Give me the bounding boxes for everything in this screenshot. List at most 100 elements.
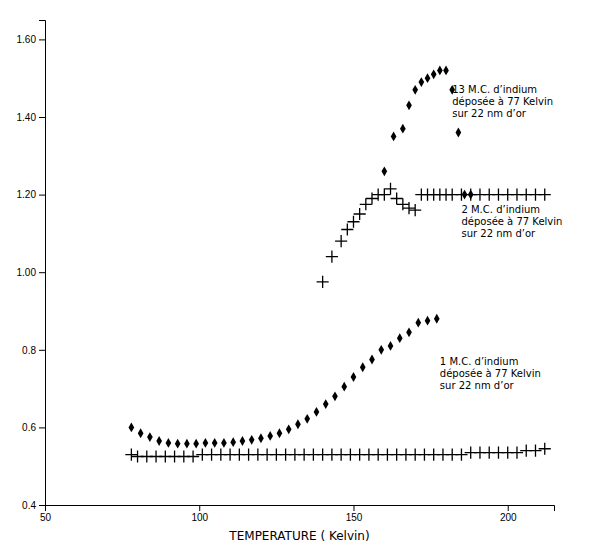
tick-label: 0.8 [22, 345, 36, 356]
point [326, 251, 338, 263]
point [437, 66, 443, 76]
annotations: 13 M.C. d’indiumdéposée à 77 Kelvinsur 2… [440, 84, 563, 391]
point [304, 414, 310, 424]
point [203, 438, 209, 448]
tick-mark [39, 272, 45, 273]
tick: 1.00 [17, 267, 45, 278]
plot: 50 100 150 200 0.4 0.6 0.8 1.00 1.20 1.40 1.60 13 M… [17, 21, 563, 524]
point [539, 443, 551, 455]
tick-mark [39, 427, 45, 428]
y-axis: 0.4 0.6 0.8 1.00 1.20 1.40 1.60 [17, 21, 46, 511]
point [267, 431, 273, 441]
point [400, 124, 406, 134]
point [249, 435, 255, 445]
point [434, 314, 440, 324]
point [314, 407, 320, 417]
point [323, 399, 329, 409]
tick: 0.6 [22, 422, 45, 433]
tick-mark [199, 505, 200, 511]
tick: 0.4 [22, 500, 45, 511]
point [335, 235, 347, 247]
x-axis-title: TEMPERATURE ( Kelvin) [228, 529, 369, 543]
point [286, 424, 292, 434]
tick-label: 100 [191, 512, 208, 523]
point [415, 318, 421, 328]
tick: 0.8 [22, 345, 45, 356]
point [341, 382, 347, 392]
point [193, 439, 199, 449]
point [369, 355, 375, 365]
point [184, 439, 190, 449]
tick: 150 [346, 505, 363, 523]
tick-label: 0.6 [22, 422, 36, 433]
point [455, 189, 467, 201]
tick-label: 1.20 [17, 189, 37, 200]
point [462, 190, 468, 200]
point [295, 419, 301, 429]
tick: 200 [500, 505, 517, 523]
point [360, 198, 372, 210]
annotation: 2 M.C. d’indiumdéposée à 77 Kelvinsur 22… [461, 204, 562, 239]
point [381, 166, 387, 176]
point [425, 73, 431, 83]
point [378, 345, 384, 355]
tick: 50 [40, 505, 52, 523]
point [317, 276, 329, 288]
tick-label: 200 [500, 512, 517, 523]
series [125, 443, 551, 463]
tick-label: 1.40 [17, 112, 37, 123]
point [156, 436, 162, 446]
point [166, 438, 172, 448]
tick: 1.40 [17, 112, 45, 123]
point [378, 189, 390, 201]
axis-line [39, 21, 46, 506]
point [129, 422, 135, 432]
tick: 1.60 [17, 34, 45, 45]
point [468, 190, 474, 200]
tick-label: 50 [40, 512, 52, 523]
point [212, 438, 218, 448]
point [221, 438, 227, 448]
point [539, 189, 551, 201]
point [406, 327, 412, 337]
tick-label: 1.00 [17, 267, 37, 278]
tick-mark [508, 505, 509, 511]
tick-label: 150 [346, 512, 363, 523]
tick-label: 0.4 [22, 500, 36, 511]
point [354, 208, 366, 220]
point [332, 391, 338, 401]
point [125, 448, 137, 460]
tick-mark [39, 39, 45, 40]
tick-mark [39, 350, 45, 351]
point [175, 439, 181, 449]
axis-line [46, 506, 555, 512]
x-axis: 50 100 150 200 [40, 505, 555, 523]
tick-label: 1.60 [17, 34, 37, 45]
point [391, 131, 397, 141]
tick-mark [39, 117, 45, 118]
point [351, 372, 357, 382]
point [138, 428, 144, 438]
point [529, 445, 541, 457]
point [384, 183, 396, 195]
point [341, 223, 353, 235]
annotation: 1 M.C. d’indiumdéposée à 77 Kelvinsur 22… [440, 356, 541, 391]
point [397, 333, 403, 343]
point [443, 66, 449, 76]
series [317, 183, 551, 288]
point [425, 316, 431, 326]
point [277, 428, 283, 438]
point [455, 448, 467, 460]
point [347, 216, 359, 228]
annotation: 13 M.C. d’indiumdéposée à 77 Kelvinsur 2… [452, 84, 553, 119]
point [187, 450, 199, 462]
point [403, 202, 415, 214]
point [240, 436, 246, 446]
series [129, 314, 440, 449]
point [258, 433, 264, 443]
chart: 50 100 150 200 0.4 0.6 0.8 1.00 1.20 1.40 1.60 13 M… [0, 0, 594, 550]
point [419, 77, 425, 87]
tick-mark [353, 505, 354, 511]
point [412, 85, 418, 95]
tick: 1.20 [17, 189, 45, 200]
